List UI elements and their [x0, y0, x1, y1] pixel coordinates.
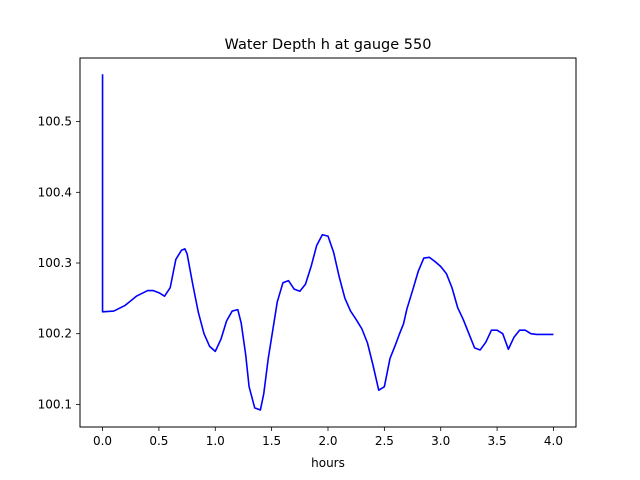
x-tick-label: 2.5 — [375, 434, 394, 448]
x-tick-label: 3.5 — [488, 434, 507, 448]
y-tick-label: 100.2 — [38, 327, 72, 341]
x-tick-label: 2.0 — [318, 434, 337, 448]
x-tick-label: 4.0 — [544, 434, 563, 448]
x-tick-label: 1.5 — [262, 434, 281, 448]
x-tick-label: 1.0 — [206, 434, 225, 448]
chart-title: Water Depth h at gauge 550 — [225, 37, 432, 53]
x-axis-label: hours — [311, 456, 345, 470]
y-tick-label: 100.3 — [38, 256, 72, 270]
x-tick-label: 3.0 — [431, 434, 450, 448]
x-tick-label: 0.0 — [93, 434, 112, 448]
y-tick-label: 100.1 — [38, 397, 72, 411]
y-tick-label: 100.5 — [38, 115, 72, 129]
plot-area — [80, 58, 576, 427]
y-tick-label: 100.4 — [38, 185, 72, 199]
x-tick-label: 0.5 — [149, 434, 168, 448]
